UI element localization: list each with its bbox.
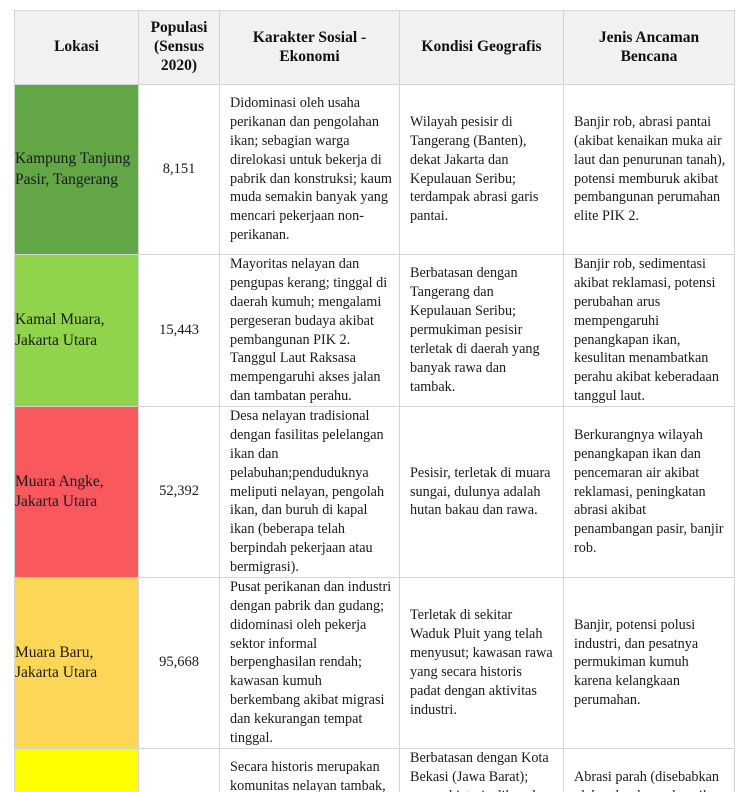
column-header-lokasi: Lokasi [14,10,139,85]
column-header-populasi: Populasi (Sensus 2020) [138,10,220,85]
column-header-populasi-label: Populasi (Sensus 2020) [150,19,208,74]
table-row: Marunda, Jakarta Utara 33,064 Secara his… [14,747,735,792]
column-header-lokasi-label: Lokasi [54,38,99,56]
header-row: Lokasi Populasi (Sensus 2020) Karakter S… [14,10,735,85]
location-cell: Muara Angke, Jakarta Utara [14,406,139,578]
geography-cell: Pesisir, terletak di muara sungai, dulun… [399,406,564,578]
disaster-threat-cell: Banjir, potensi polusi industri, dan pes… [563,576,735,749]
table-row: Kamal Muara, Jakarta Utara 15,443 Mayori… [14,254,735,407]
coastal-vulnerability-table: Lokasi Populasi (Sensus 2020) Karakter S… [14,10,735,792]
population-cell: 15,443 [138,254,220,407]
population-cell: 52,392 [138,406,220,578]
population-cell: 8,151 [138,84,220,255]
table-header: Lokasi Populasi (Sensus 2020) Karakter S… [14,10,735,85]
column-header-geografis-label: Kondisi Geografis [421,38,542,56]
location-cell: Marunda, Jakarta Utara [14,747,139,792]
column-header-sosial-ekonomi-label: Karakter Sosial - Ekonomi [252,28,367,65]
location-cell: Kamal Muara, Jakarta Utara [14,254,139,407]
column-header-sosial-ekonomi: Karakter Sosial - Ekonomi [219,10,400,85]
social-economy-cell: Mayoritas nelayan dan pengupas kerang; t… [219,254,400,407]
social-economy-cell: Secara historis merupakan komunitas nela… [219,747,400,792]
disaster-threat-cell: Banjir rob, abrasi pantai (akibat kenaik… [563,84,735,255]
disaster-threat-cell: Berkurangnya wilayah penangkapan ikan da… [563,406,735,578]
geography-cell: Berbatasan dengan Kota Bekasi (Jawa Bara… [399,747,564,792]
population-cell: 33,064 [138,747,220,792]
geography-cell: Berbatasan dengan Tangerang dan Kepulaua… [399,254,564,407]
column-header-ancaman: Jenis Ancaman Bencana [563,10,735,85]
population-cell: 95,668 [138,576,220,749]
table-row: Muara Baru, Jakarta Utara 95,668 Pusat p… [14,576,735,749]
geography-cell: Terletak di sekitar Waduk Pluit yang tel… [399,576,564,749]
social-economy-cell: Pusat perikanan dan industri dengan pabr… [219,576,400,749]
table-row: Kampung Tanjung Pasir, Tangerang 8,151 D… [14,84,735,255]
disaster-threat-cell: Abrasi parah (disebabkan oleh gelombang,… [563,747,735,792]
table-row: Muara Angke, Jakarta Utara 52,392 Desa n… [14,406,735,578]
disaster-threat-cell: Banjir rob, sedimentasi akibat reklamasi… [563,254,735,407]
geography-cell: Wilayah pesisir di Tangerang (Banten), d… [399,84,564,255]
location-cell: Kampung Tanjung Pasir, Tangerang [14,84,139,255]
table-body: Kampung Tanjung Pasir, Tangerang 8,151 D… [14,84,735,792]
column-header-ancaman-label: Jenis Ancaman Bencana [598,28,700,65]
social-economy-cell: Desa nelayan tradisional dengan fasilita… [219,406,400,578]
location-cell: Muara Baru, Jakarta Utara [14,576,139,749]
social-economy-cell: Didominasi oleh usaha perikanan dan peng… [219,84,400,255]
column-header-geografis: Kondisi Geografis [399,10,564,85]
